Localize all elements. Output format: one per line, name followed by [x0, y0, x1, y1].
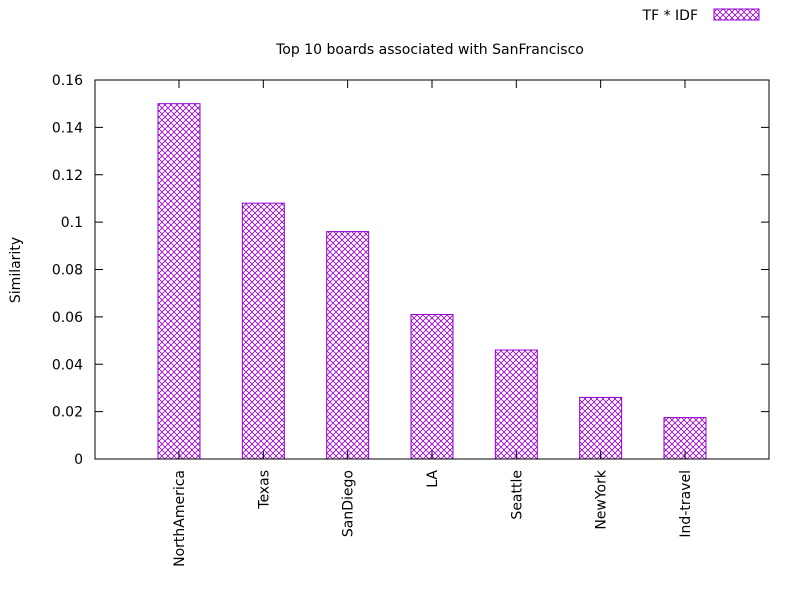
y-tick-label: 0.1: [61, 215, 83, 231]
y-axis-label: Similarity: [8, 237, 24, 303]
legend-swatch: [713, 8, 760, 21]
x-tick-label: SanDiego: [341, 470, 357, 537]
bars: [157, 103, 707, 460]
bar-texas: [241, 202, 285, 460]
x-axis-ticks: NorthAmerica Texas SanDiego LA Seattle NewYor…: [172, 80, 694, 567]
chart-title: Top 10 boards associated with SanFrancis…: [275, 42, 584, 58]
bar-newyork: [579, 396, 623, 460]
y-tick-label: 0.04: [52, 357, 83, 373]
legend: TF * IDF: [642, 8, 760, 24]
y-axis-ticks: 0 0.02 0.04 0.06 0.08 0.1 0.12 0.14 0.16: [52, 73, 769, 468]
legend-label: TF * IDF: [642, 8, 698, 24]
bar-la: [410, 314, 454, 460]
y-tick-label: 0.08: [52, 263, 83, 279]
y-tick-label: 0.16: [52, 73, 83, 89]
y-tick-label: 0: [74, 452, 83, 468]
bar-seattle: [494, 349, 538, 460]
bar-sandiego: [326, 231, 370, 460]
bar-northamerica: [157, 103, 201, 460]
x-tick-label: NewYork: [594, 469, 610, 530]
x-tick-label: Texas: [256, 470, 272, 510]
x-tick-label: Ind-travel: [678, 470, 694, 538]
y-tick-label: 0.14: [52, 120, 83, 136]
y-tick-label: 0.06: [52, 310, 83, 326]
x-tick-label: LA: [425, 470, 441, 488]
y-tick-label: 0.02: [52, 405, 83, 421]
x-tick-label: NorthAmerica: [172, 470, 188, 567]
plot-frame: [94, 79, 770, 460]
x-tick-label: Seattle: [509, 470, 525, 520]
y-tick-label: 0.12: [52, 168, 83, 184]
